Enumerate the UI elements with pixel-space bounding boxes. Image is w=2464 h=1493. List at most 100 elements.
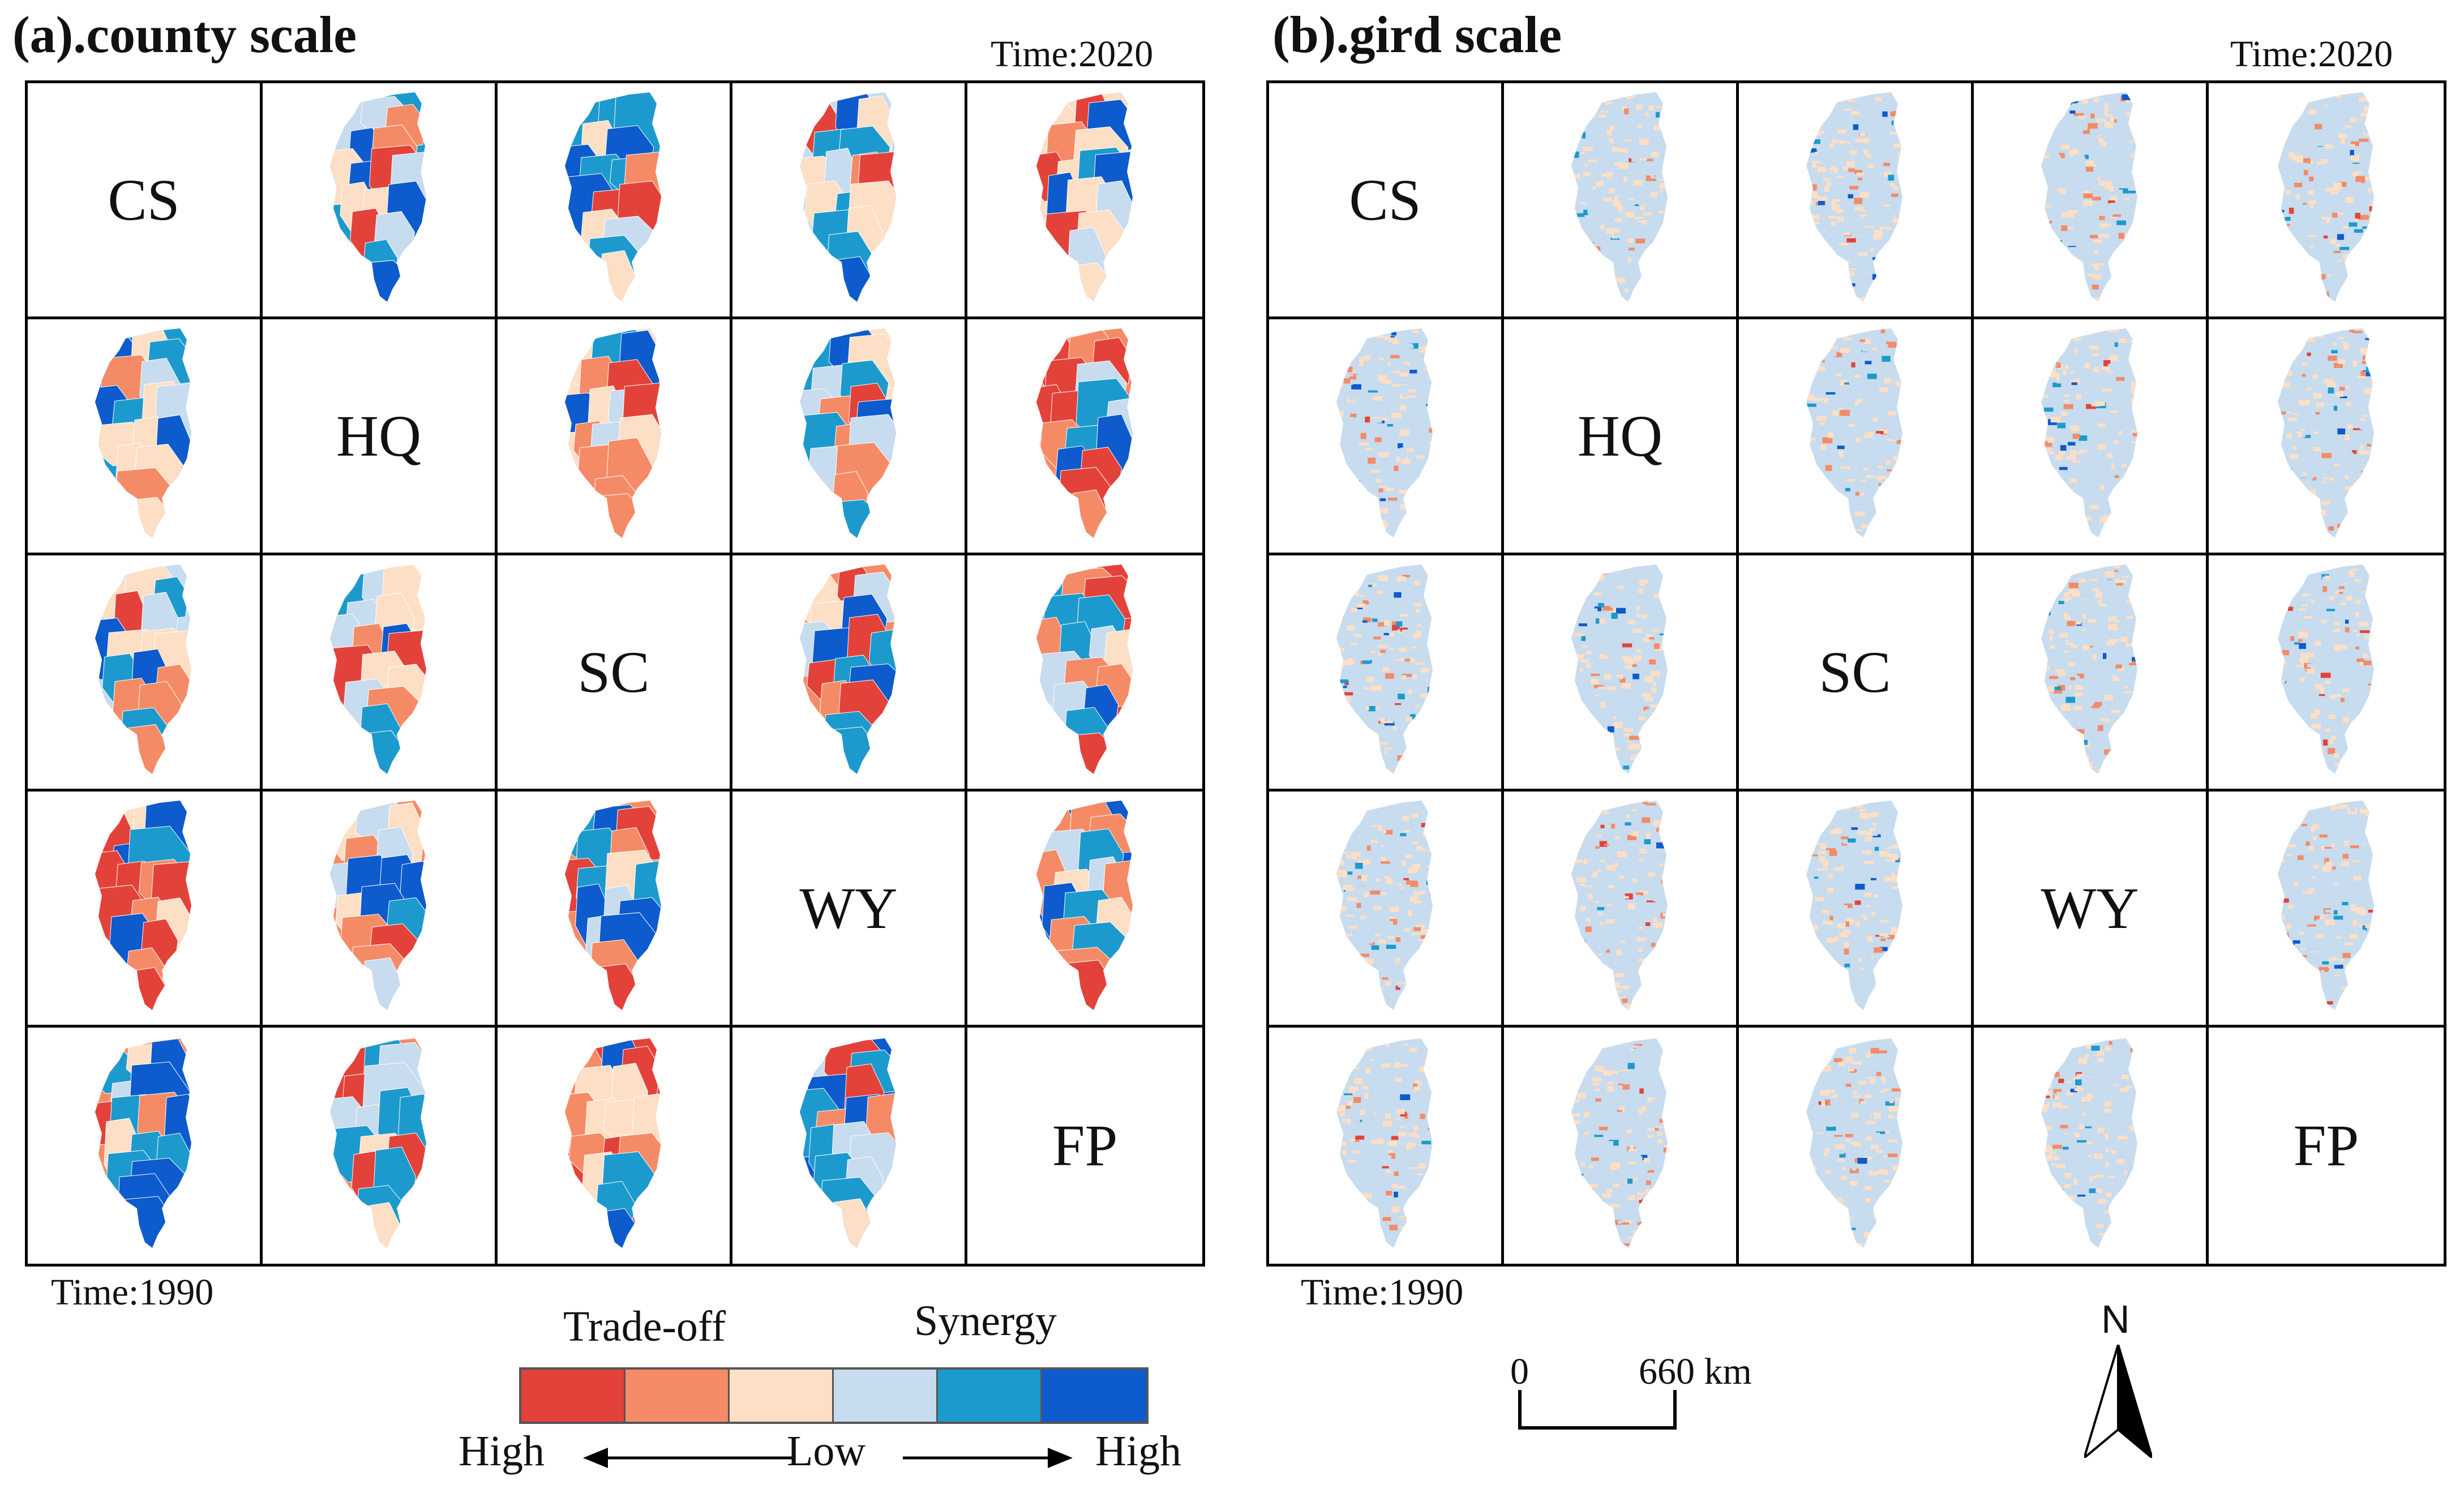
matrix-cell	[498, 1028, 732, 1264]
legend-low: Low	[787, 1427, 866, 1475]
legend-tradeoff-heading: Trade-off	[563, 1303, 726, 1350]
map-thumbnail	[95, 564, 191, 774]
matrix-cell	[263, 83, 498, 319]
matrix-cell: FP	[967, 1028, 1202, 1264]
map-thumbnail	[95, 328, 191, 538]
legend-high-right: High	[1095, 1427, 1181, 1475]
matrix-cell	[732, 555, 967, 792]
map-thumbnail	[1806, 801, 1902, 1010]
legend-swatch	[521, 1370, 625, 1422]
matrix-cell	[263, 555, 498, 792]
matrix-cell	[967, 792, 1202, 1028]
matrix-cell	[1739, 83, 1974, 319]
matrix-cell: WY	[732, 792, 967, 1028]
matrix-cell	[1269, 555, 1504, 792]
map-thumbnail	[330, 564, 426, 774]
north-label: N	[2101, 1297, 2130, 1341]
service-label: HQ	[336, 403, 422, 469]
legend-swatch	[834, 1370, 938, 1422]
matrix-cell: HQ	[263, 319, 498, 555]
matrix-cell: WY	[1974, 792, 2209, 1028]
service-label: SC	[1819, 639, 1891, 705]
matrix-cell	[498, 319, 732, 555]
map-thumbnail	[1571, 564, 1668, 774]
legend-color-bar	[519, 1367, 1149, 1424]
service-label: WY	[799, 875, 898, 941]
map-thumbnail	[1036, 92, 1133, 302]
matrix-cell	[28, 1028, 263, 1264]
map-thumbnail	[565, 1038, 661, 1248]
matrix-cell: FP	[2209, 1028, 2444, 1264]
legend-swatch	[730, 1370, 834, 1422]
map-thumbnail	[95, 801, 191, 1010]
legend-swatch	[1042, 1370, 1146, 1422]
service-label: HQ	[1577, 403, 1663, 469]
matrix-cell	[1504, 555, 1739, 792]
matrix-cell	[28, 555, 263, 792]
matrix-cell	[732, 83, 967, 319]
map-thumbnail	[1036, 328, 1133, 538]
matrix-cell	[1974, 319, 2209, 555]
service-label: CS	[108, 167, 180, 233]
map-thumbnail	[1806, 328, 1902, 538]
panel-b-time-top: Time:2020	[2230, 33, 2393, 75]
matrix-cell: HQ	[1504, 319, 1739, 555]
panel-a-matrix: CS HQ SC WY FP	[25, 80, 1205, 1267]
matrix-cell	[967, 319, 1202, 555]
map-thumbnail	[800, 328, 896, 538]
scale-bar	[1518, 1390, 1677, 1430]
legend-swatch	[625, 1370, 730, 1422]
map-thumbnail	[565, 801, 661, 1010]
legend-right-arrow	[903, 1448, 1073, 1468]
matrix-cell	[28, 319, 263, 555]
matrix-cell	[732, 319, 967, 555]
matrix-cell	[2209, 555, 2444, 792]
map-thumbnail	[1806, 92, 1902, 302]
matrix-cell	[1739, 792, 1974, 1028]
matrix-cell	[498, 83, 732, 319]
service-label: CS	[1349, 167, 1421, 233]
map-thumbnail	[800, 1038, 896, 1248]
panel-a-time-top: Time:2020	[991, 33, 1154, 75]
map-thumbnail	[1571, 1038, 1668, 1248]
matrix-cell	[1504, 83, 1739, 319]
matrix-cell	[2209, 319, 2444, 555]
matrix-cell	[1504, 792, 1739, 1028]
matrix-cell	[1974, 555, 2209, 792]
scale-bar-end: 660 km	[1639, 1351, 1752, 1392]
matrix-cell	[2209, 792, 2444, 1028]
map-thumbnail	[2041, 328, 2137, 538]
matrix-cell	[1269, 1028, 1504, 1264]
service-label: SC	[577, 639, 650, 705]
matrix-cell	[967, 83, 1202, 319]
map-thumbnail	[1806, 1038, 1902, 1248]
map-thumbnail	[2277, 328, 2374, 538]
panel-a-time-bottom: Time:1990	[51, 1272, 214, 1313]
matrix-cell	[732, 1028, 967, 1264]
map-thumbnail	[2277, 92, 2374, 302]
legend-left-arrow	[583, 1448, 792, 1468]
matrix-cell	[1974, 83, 2209, 319]
matrix-cell	[1269, 319, 1504, 555]
matrix-cell: CS	[1269, 83, 1504, 319]
matrix-cell	[1739, 1028, 1974, 1264]
service-label: WY	[2041, 875, 2139, 941]
map-thumbnail	[1036, 564, 1133, 774]
matrix-cell	[1269, 792, 1504, 1028]
map-thumbnail	[1036, 801, 1133, 1010]
panel-b-title: (b).gird scale	[1272, 6, 1562, 63]
map-thumbnail	[565, 328, 661, 538]
panel-a-title: (a).county scale	[12, 6, 357, 63]
panel-b-time-bottom: Time:1990	[1301, 1272, 1464, 1313]
legend-swatch	[938, 1370, 1042, 1422]
scale-bar-start: 0	[1510, 1351, 1529, 1392]
matrix-cell	[498, 792, 732, 1028]
map-thumbnail	[2277, 801, 2374, 1010]
map-thumbnail	[1336, 328, 1433, 538]
map-thumbnail	[2277, 564, 2374, 774]
legend-high-left: High	[458, 1427, 545, 1475]
legend-synergy-heading: Synergy	[914, 1297, 1057, 1345]
map-thumbnail	[800, 92, 896, 302]
map-thumbnail	[1336, 564, 1433, 774]
map-thumbnail	[1336, 1038, 1433, 1248]
